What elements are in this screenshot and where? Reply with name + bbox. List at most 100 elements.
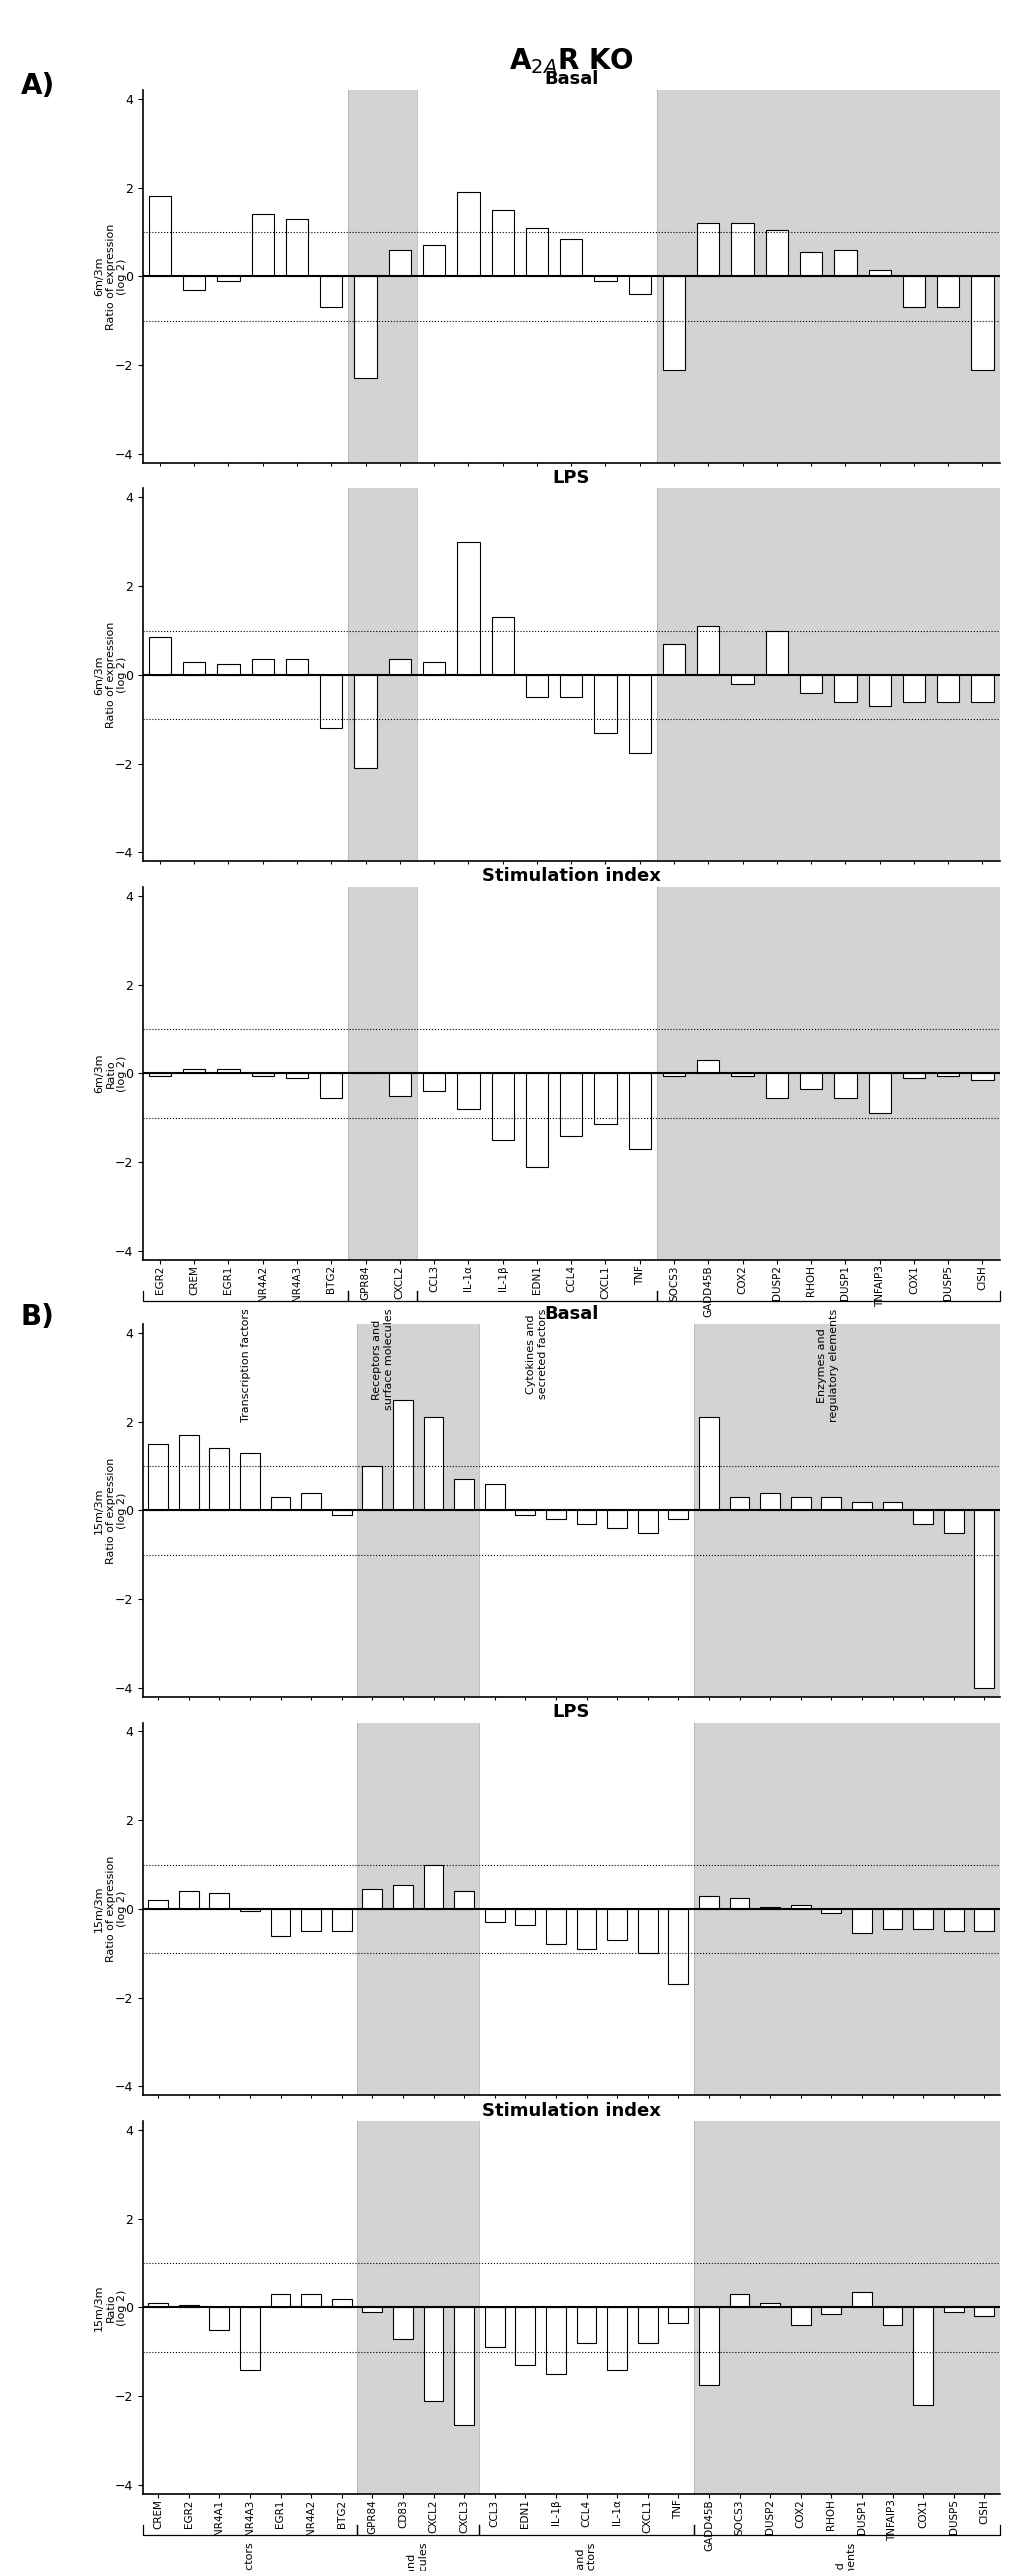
Title: Stimulation index: Stimulation index <box>481 2101 660 2119</box>
Bar <box>270 2293 290 2309</box>
Bar <box>693 2121 999 2494</box>
Bar <box>209 1447 229 1512</box>
Bar <box>881 2309 902 2324</box>
Bar <box>357 1723 479 2095</box>
Bar <box>484 1483 504 1512</box>
Bar <box>453 1478 474 1512</box>
Bar <box>320 674 342 728</box>
Bar <box>388 1075 411 1095</box>
Bar <box>423 661 445 674</box>
Bar <box>217 275 239 280</box>
Bar <box>606 1908 627 1941</box>
Bar <box>628 674 650 753</box>
Bar <box>637 2309 657 2342</box>
Bar <box>515 2309 535 2365</box>
Bar <box>656 488 999 861</box>
Bar <box>559 674 582 697</box>
Title: LPS: LPS <box>552 468 589 486</box>
Bar <box>729 1897 749 1908</box>
Bar <box>491 1075 514 1139</box>
Bar <box>594 1075 616 1124</box>
Bar <box>637 1512 657 1532</box>
Title: LPS: LPS <box>552 1702 589 1720</box>
Bar <box>881 1908 902 1928</box>
Bar <box>545 1908 566 1944</box>
Bar <box>594 674 616 733</box>
Bar <box>525 229 547 275</box>
Bar <box>392 1885 413 1908</box>
Y-axis label: 6m/3m
Ratio of expression
(log 2): 6m/3m Ratio of expression (log 2) <box>94 224 127 329</box>
Bar <box>209 2309 229 2329</box>
Bar <box>348 887 417 1260</box>
Bar <box>696 1059 718 1075</box>
Bar <box>148 1445 168 1512</box>
Bar <box>545 2309 566 2373</box>
Bar <box>457 1075 479 1108</box>
Bar <box>239 1453 260 1512</box>
Title: Stimulation index: Stimulation index <box>481 866 660 884</box>
Bar <box>515 1908 535 1926</box>
Bar <box>285 219 308 275</box>
Bar <box>973 1908 994 1931</box>
Bar <box>912 1512 932 1525</box>
Bar <box>484 2309 504 2347</box>
Bar <box>491 617 514 674</box>
Bar <box>320 1075 342 1098</box>
Bar <box>851 1501 871 1512</box>
Bar <box>912 2309 932 2404</box>
Bar <box>881 1501 902 1512</box>
Bar <box>731 224 753 275</box>
Text: Transcription factors: Transcription factors <box>240 1309 251 1422</box>
Bar <box>178 1435 199 1512</box>
Bar <box>698 2309 718 2386</box>
Bar <box>656 90 999 463</box>
Bar <box>525 674 547 697</box>
Bar <box>667 1908 688 1985</box>
Bar <box>970 1075 993 1080</box>
Bar <box>912 1908 932 1928</box>
Bar <box>331 1908 352 1931</box>
Bar <box>357 1324 479 1697</box>
Bar <box>759 1494 780 1512</box>
Bar <box>698 1417 718 1512</box>
Bar <box>301 1908 321 1931</box>
Bar <box>252 658 274 674</box>
Bar <box>790 2309 810 2324</box>
Text: Receptors and
surface molecules: Receptors and surface molecules <box>372 1309 393 1409</box>
Bar <box>217 663 239 674</box>
Bar <box>362 1465 382 1512</box>
Bar <box>148 2304 168 2309</box>
Bar <box>362 2309 382 2311</box>
Bar <box>457 193 479 275</box>
Bar <box>693 1324 999 1697</box>
Bar <box>209 1892 229 1908</box>
Bar <box>667 2309 688 2324</box>
Bar <box>943 1512 963 1532</box>
Bar <box>423 1864 443 1908</box>
Bar <box>867 270 890 275</box>
Title: Basal: Basal <box>543 69 598 87</box>
Bar <box>515 1512 535 1514</box>
Bar <box>731 674 753 684</box>
Bar <box>799 252 821 275</box>
Bar <box>491 211 514 275</box>
Bar <box>149 195 171 275</box>
Bar <box>457 542 479 674</box>
Text: A$_{2A}$R KO: A$_{2A}$R KO <box>508 46 633 77</box>
Bar <box>970 275 993 370</box>
Bar <box>252 213 274 275</box>
Bar <box>606 1512 627 1527</box>
Bar <box>285 658 308 674</box>
Bar <box>902 1075 924 1077</box>
Text: A): A) <box>20 72 55 100</box>
Bar <box>943 1908 963 1931</box>
Bar <box>820 1908 841 1913</box>
Bar <box>148 1900 168 1908</box>
Bar <box>637 1908 657 1954</box>
Bar <box>423 244 445 275</box>
Bar <box>970 674 993 702</box>
Bar <box>834 249 856 275</box>
Bar <box>729 1496 749 1512</box>
Bar <box>834 1075 856 1098</box>
Bar <box>667 1512 688 1519</box>
